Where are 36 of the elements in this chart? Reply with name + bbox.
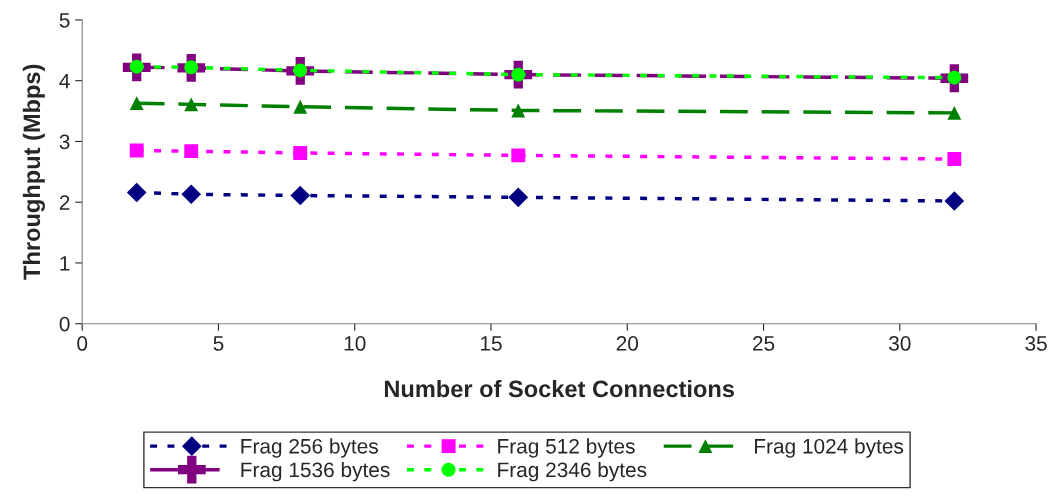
point (129, 143, 144, 158)
legend-label: Frag 512 bytes (498, 438, 635, 458)
y-axis-title: Throughput (Mbps) (22, 64, 45, 280)
x-tick-label: 20 (616, 336, 639, 351)
point (184, 97, 199, 112)
x-tick-label: 30 (889, 336, 911, 351)
legend-label: Frag 1024 bytes (755, 438, 904, 458)
point (508, 187, 529, 208)
legend-label: Frag 2346 bytes (498, 461, 647, 482)
x-tick-label: 25 (753, 336, 775, 351)
x-tick-label: 0 (77, 336, 88, 351)
point (511, 103, 526, 118)
point (511, 148, 526, 163)
x-axis-title: Number of Socket Connections (384, 379, 734, 398)
y-tick-label: 1 (60, 256, 70, 271)
y-tick-label: 0 (59, 316, 70, 332)
point (126, 182, 147, 203)
x-tick-label: 35 (1025, 336, 1047, 351)
point (290, 185, 311, 206)
y-tick-label: 4 (59, 73, 70, 89)
x-tick-label: 10 (344, 336, 366, 351)
y-tick-label: 5 (59, 13, 70, 28)
point (947, 105, 962, 120)
x-tick-label: 5 (213, 336, 224, 351)
point (181, 184, 202, 205)
x-tick-label: 15 (481, 336, 502, 351)
point (129, 96, 144, 111)
legend-label: Frag 1536 bytes (241, 461, 390, 482)
legend-label: Frag 256 bytes (241, 438, 378, 458)
y-tick-label: 3 (59, 134, 70, 150)
y-tick-label: 2 (59, 195, 70, 210)
point (944, 191, 965, 211)
point (293, 99, 308, 114)
point (293, 146, 308, 160)
point (947, 152, 962, 166)
point (184, 144, 199, 159)
